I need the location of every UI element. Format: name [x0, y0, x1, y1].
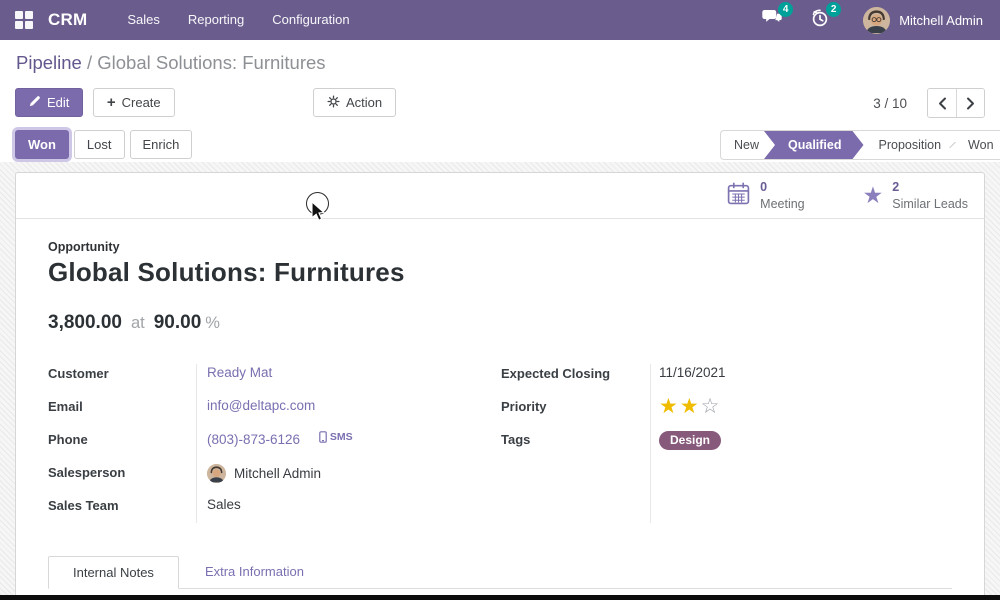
menu-configuration[interactable]: Configuration — [272, 12, 350, 27]
pager-counter: 3 / 10 — [873, 95, 907, 111]
apps-menu-icon[interactable] — [15, 11, 33, 29]
star-filled-icon[interactable]: ★ — [679, 395, 701, 418]
stage-qualified-active[interactable]: Qualified — [764, 131, 863, 159]
breadcrumb-separator: / — [86, 52, 93, 73]
action-button[interactable]: Action — [313, 88, 397, 117]
activities-button[interactable]: 2 — [807, 2, 842, 33]
field-groups: Customer Ready Mat Email info@deltapc.co… — [48, 362, 952, 527]
breadcrumb-pipeline-link[interactable]: Pipeline — [16, 52, 82, 73]
salesperson-avatar — [207, 464, 226, 483]
similar-leads-count: 2 — [892, 180, 900, 195]
calendar-icon — [726, 181, 751, 211]
app-brand[interactable]: CRM — [48, 10, 88, 29]
expected-revenue-row: 3,800.00 at 90.00 % — [48, 312, 952, 334]
activities-badge: 2 — [826, 2, 842, 17]
gear-icon — [327, 94, 340, 111]
mark-won-button[interactable]: Won — [15, 130, 69, 159]
customer-link[interactable]: Ready Mat — [207, 365, 273, 380]
phone-link[interactable]: (803)-873-6126 — [207, 432, 301, 447]
field-row: Priority ★★☆ — [501, 395, 952, 428]
salesperson-name[interactable]: Mitchell Admin — [234, 466, 322, 481]
control-panel-toolbar: Edit + Create Action 3 / 10 — [15, 88, 985, 118]
percent-sign: % — [205, 314, 220, 332]
phone-label: Phone — [48, 432, 88, 447]
menu-sales[interactable]: Sales — [127, 12, 160, 27]
email-link[interactable]: info@deltapc.com — [207, 398, 316, 413]
star-empty-icon[interactable]: ☆ — [700, 395, 722, 418]
stage-proposition[interactable]: Proposition — [878, 138, 942, 152]
expected-revenue-value: 3,800.00 — [48, 312, 122, 333]
form-sheet: Opportunity Global Solutions: Furnitures… — [16, 220, 984, 527]
field-row: Expected Closing 11/16/2021 — [501, 362, 952, 395]
at-label: at — [130, 314, 145, 332]
sales-team-value[interactable]: Sales — [207, 497, 241, 512]
create-button[interactable]: + Create — [92, 88, 175, 117]
meeting-label: Meeting — [760, 196, 805, 211]
pager-previous-button[interactable] — [928, 89, 956, 117]
opportunity-title: Global Solutions: Furnitures — [48, 257, 405, 287]
field-group-left: Customer Ready Mat Email info@deltapc.co… — [48, 362, 501, 527]
user-name[interactable]: Mitchell Admin — [899, 12, 983, 28]
priority-stars[interactable]: ★★☆ — [659, 396, 721, 417]
field-row: Tags Design — [501, 428, 952, 461]
enrich-button[interactable]: Enrich — [129, 130, 193, 159]
messages-badge: 4 — [778, 2, 794, 17]
mark-lost-button[interactable]: Lost — [73, 130, 125, 159]
meeting-stat-button[interactable]: 0 Meeting — [720, 175, 810, 216]
bottom-frame-edge — [0, 595, 1000, 600]
tab-extra-information[interactable]: Extra Information — [204, 564, 304, 579]
card-header: 0 Meeting ★ 2 Similar Leads — [16, 173, 984, 219]
similar-leads-stat-button[interactable]: ★ 2 Similar Leads — [857, 175, 974, 216]
field-row: Salesperson Mitchell Admin — [48, 461, 501, 494]
navbar-right: 4 2 — [737, 2, 985, 34]
top-navbar: CRM Sales Reporting Configuration 4 — [0, 0, 1000, 40]
user-avatar[interactable] — [863, 6, 891, 34]
mobile-phone-icon — [319, 431, 327, 443]
customer-label: Customer — [48, 366, 109, 381]
field-row: Email info@deltapc.com — [48, 395, 501, 428]
pager: 3 / 10 — [873, 88, 985, 118]
field-group-right: Expected Closing 11/16/2021 Priority ★★☆… — [501, 362, 952, 527]
similar-leads-label: Similar Leads — [892, 196, 968, 211]
salesperson-label: Salesperson — [48, 465, 126, 480]
star-filled-icon[interactable]: ★ — [659, 395, 680, 418]
messages-button[interactable]: 4 — [759, 2, 794, 33]
tab-internal-notes[interactable]: Internal Notes — [48, 556, 179, 589]
pencil-icon — [29, 95, 41, 110]
breadcrumb-current: Global Solutions: Furnitures — [97, 52, 326, 73]
field-row: Customer Ready Mat — [48, 362, 501, 395]
probability-value: 90.00 — [153, 312, 202, 333]
activity-clock-icon — [810, 8, 830, 33]
mouse-cursor-icon — [311, 202, 325, 221]
status-buttons: Won Lost Enrich — [15, 130, 197, 160]
menu-reporting[interactable]: Reporting — [187, 12, 245, 27]
star-icon: ★ — [862, 182, 884, 208]
edit-button[interactable]: Edit — [15, 88, 84, 117]
expected-closing-value[interactable]: 11/16/2021 — [659, 365, 726, 380]
priority-label: Priority — [501, 399, 547, 414]
stage-won[interactable]: Won — [968, 138, 994, 152]
notebook-tabs: Internal Notes Extra Information — [48, 556, 952, 589]
field-row: Phone (803)-873-6126 SMS — [48, 428, 501, 461]
pipeline-stagebar: New Qualified Proposition Won — [720, 130, 1000, 160]
opportunity-card: 0 Meeting ★ 2 Similar Leads Opportunity … — [15, 172, 985, 600]
field-row: Sales Team Sales — [48, 494, 501, 527]
pager-next-button[interactable] — [956, 89, 984, 117]
stage-new[interactable]: New — [734, 138, 760, 152]
meeting-count: 0 — [760, 180, 768, 195]
tags-label: Tags — [501, 432, 531, 447]
sms-button[interactable]: SMS — [319, 431, 353, 443]
expected-closing-label: Expected Closing — [501, 366, 611, 381]
email-label: Email — [48, 399, 83, 414]
tag-design[interactable]: Design — [659, 431, 722, 450]
record-type-label: Opportunity — [48, 240, 120, 254]
breadcrumb: Pipeline / Global Solutions: Furnitures — [16, 52, 326, 74]
plus-icon: + — [106, 94, 116, 111]
sales-team-label: Sales Team — [48, 498, 119, 513]
cursor-click-indicator — [306, 192, 329, 221]
